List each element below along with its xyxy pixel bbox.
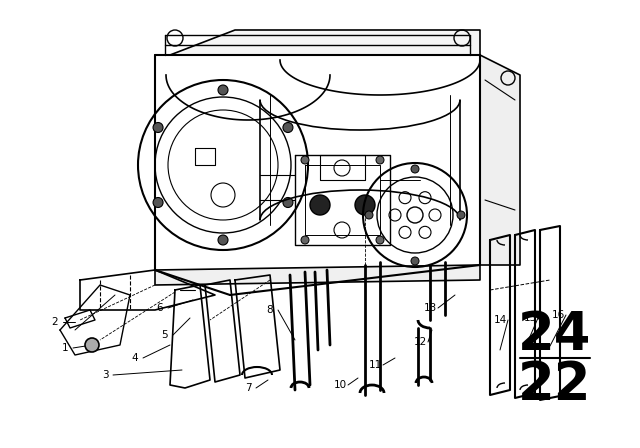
Text: 13: 13: [424, 303, 436, 313]
Text: 4: 4: [132, 353, 138, 363]
Text: 8: 8: [267, 305, 273, 315]
Circle shape: [301, 156, 309, 164]
Circle shape: [457, 211, 465, 219]
Circle shape: [85, 338, 99, 352]
Circle shape: [365, 211, 373, 219]
Circle shape: [301, 236, 309, 244]
Text: 14: 14: [493, 315, 507, 325]
Text: 22: 22: [518, 359, 592, 411]
Circle shape: [283, 198, 293, 207]
Text: 2: 2: [52, 317, 58, 327]
Text: 10: 10: [333, 380, 347, 390]
Text: 3: 3: [102, 370, 108, 380]
Circle shape: [376, 236, 384, 244]
Circle shape: [355, 195, 375, 215]
Text: 7: 7: [244, 383, 252, 393]
Text: 1: 1: [61, 343, 68, 353]
Polygon shape: [155, 265, 480, 285]
Text: 5: 5: [162, 330, 168, 340]
Circle shape: [411, 257, 419, 265]
Text: 16: 16: [552, 310, 564, 320]
Polygon shape: [170, 30, 480, 55]
Polygon shape: [480, 55, 520, 265]
Circle shape: [376, 156, 384, 164]
Circle shape: [411, 165, 419, 173]
Circle shape: [153, 122, 163, 133]
Text: 15: 15: [524, 313, 536, 323]
Text: 24: 24: [518, 309, 592, 361]
Text: 12: 12: [413, 337, 427, 347]
Circle shape: [218, 235, 228, 245]
Circle shape: [283, 122, 293, 133]
Text: 11: 11: [369, 360, 381, 370]
Circle shape: [310, 195, 330, 215]
Circle shape: [153, 198, 163, 207]
Circle shape: [218, 85, 228, 95]
Text: 6: 6: [157, 303, 163, 313]
